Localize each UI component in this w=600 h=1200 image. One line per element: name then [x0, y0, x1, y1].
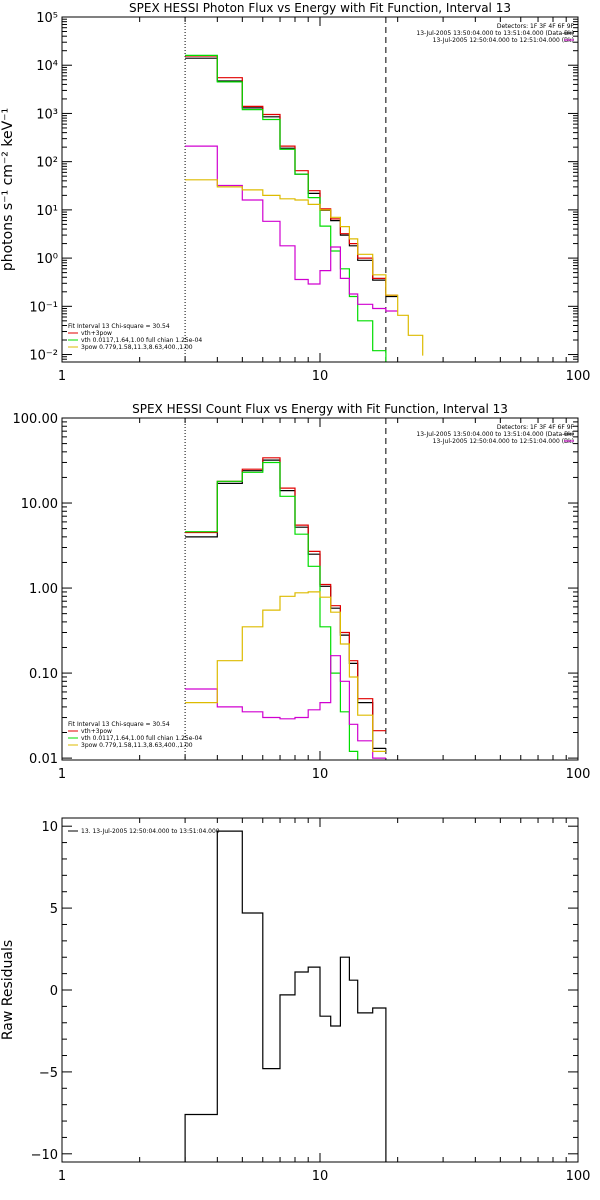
series-group	[185, 54, 424, 362]
y-tick-label: −10	[31, 1148, 58, 1163]
x-tick-label: 10	[312, 369, 329, 384]
series-group	[185, 457, 386, 760]
legend-entry: 3pow 0.779,1.58,11.3,8.63,400.,1.00	[81, 742, 193, 749]
detector-info-text: 13-Jul-2005 13:50:04.000 to 13:51:04.000…	[416, 30, 574, 37]
y-tick-label: 0.10	[29, 667, 58, 682]
y-tick-label: 10³	[36, 107, 58, 122]
x-tick-label: 10	[312, 1169, 329, 1184]
series-3pow-line	[185, 179, 424, 356]
y-tick-label: 1.00	[29, 582, 58, 597]
legend-entry: 3pow 0.779,1.58,11.3,8.63,400.,1.00	[81, 344, 193, 351]
legend-entry: vth 0.0117,1.64,1.00 full chian 1.25e-04	[81, 735, 202, 742]
legend-entry: vth+3pow	[81, 728, 112, 735]
count-flux-panel: SPEX HESSI Count Flux vs Energy with Fit…	[13, 402, 591, 782]
y-tick-label: 10.00	[21, 497, 58, 512]
x-tick-label: 100	[566, 369, 591, 384]
y-tick-label: 10⁻²	[29, 349, 58, 364]
series-3pow-line	[185, 591, 386, 752]
detector-info-text: Detectors: 1F 3F 4F 6F 9F	[497, 23, 575, 30]
x-tick-label: 100	[566, 767, 591, 782]
y-tick-label: 10²	[36, 156, 58, 171]
detector-info-text: 13-Jul-2005 12:50:04.000 to 12:51:04.000…	[433, 438, 574, 445]
x-tick-label: 1	[58, 767, 66, 782]
legend-entry: vth+3pow	[81, 330, 112, 337]
legend-entry: vth 0.0117,1.64,1.00 full chian 1.25e-04	[81, 337, 202, 344]
series-bk-line	[185, 655, 386, 759]
x-tick-label: 1	[58, 1169, 66, 1184]
y-tick-label: 10⁴	[36, 59, 58, 74]
y-tick-label: 10	[41, 820, 58, 835]
y-tick-label: 0	[50, 984, 58, 999]
y-tick-label: 10⁻¹	[29, 300, 58, 315]
axes-frame	[61, 417, 579, 761]
axes-frame	[61, 817, 579, 1163]
y-tick-label: 100.00	[13, 412, 59, 427]
photon-flux-panel: SPEX HESSI Photon Flux vs Energy with Fi…	[0, 1, 590, 384]
y-tick-label: 5	[50, 902, 58, 917]
detector-info-text: 13-Jul-2005 12:50:04.000 to 12:51:04.000…	[433, 37, 574, 44]
y-tick-label: 10⁰	[36, 252, 58, 267]
y-tick-label: 10⁵	[36, 11, 58, 26]
series-vth-line	[185, 461, 359, 760]
residuals-panel: Raw Residuals 1 10 100 −10 −5 0 5 10 13. 13-Jul-2…	[0, 817, 591, 1184]
y-tick-label: 10¹	[36, 204, 58, 219]
detector-info-text: Detectors: 1F 3F 4F 6F 9F	[497, 424, 575, 431]
x-tick-label: 10	[312, 767, 329, 782]
series-data-line	[185, 459, 386, 749]
series-data-line	[184, 830, 387, 1162]
x-tick-label: 100	[566, 1169, 591, 1184]
legend-entry: Fit Interval 13 Chi-square = 30.54	[68, 721, 170, 728]
chart-title: SPEX HESSI Count Flux vs Energy with Fit…	[132, 402, 508, 416]
legend-entry: Fit Interval 13 Chi-square = 30.54	[68, 323, 170, 330]
y-tick-label: −5	[39, 1066, 58, 1081]
series-vth-line	[185, 54, 387, 362]
y-tick-label: 0.01	[29, 752, 58, 767]
series-bk-line	[185, 145, 398, 312]
detector-info-text: 13-Jul-2005 13:50:04.000 to 13:51:04.000…	[416, 431, 574, 438]
legend-entry: 13. 13-Jul-2005 12:50:04.000 to 13:51:04…	[81, 828, 220, 835]
series-group	[184, 830, 387, 1162]
series-vth+3pow-line	[185, 457, 386, 732]
chart-title: SPEX HESSI Photon Flux vs Energy with Fi…	[129, 1, 511, 15]
y-axis-label: Raw Residuals	[0, 940, 16, 1040]
y-axis-label: photons s⁻¹ cm⁻² keV⁻¹	[0, 108, 16, 271]
x-tick-label: 1	[58, 369, 66, 384]
axes-frame	[61, 16, 579, 363]
